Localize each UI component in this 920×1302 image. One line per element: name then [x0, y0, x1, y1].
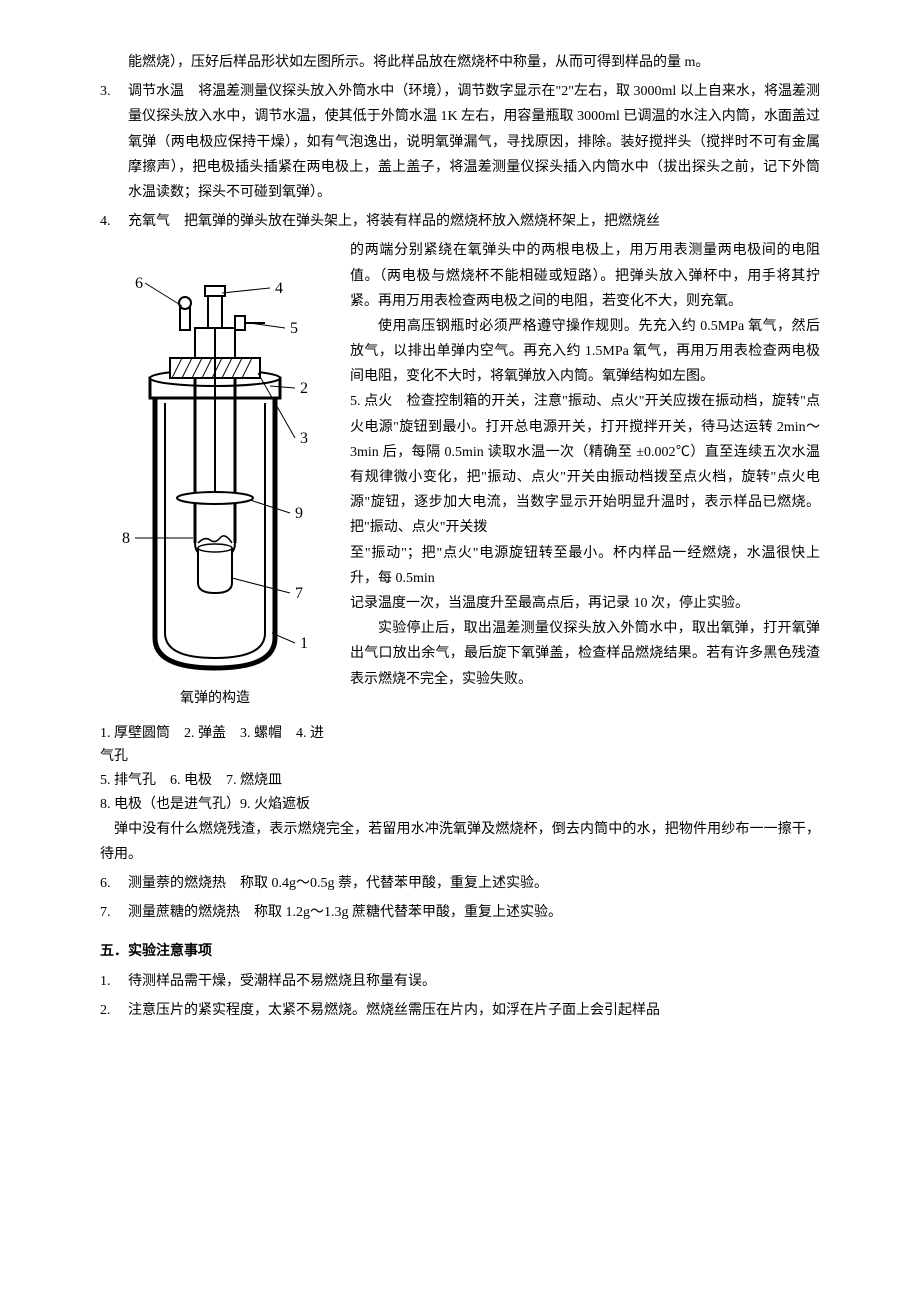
- figure-text-block: 6 4 5 2 3 9 7 1: [100, 238, 820, 816]
- label-4: 4: [275, 280, 283, 297]
- item-body: 调节水温 将温差测量仪探头放入外筒水中（环境），调节数字显示在"2"左右，取 3…: [128, 79, 820, 205]
- label-2: 2: [300, 380, 308, 397]
- paragraph: 弹中没有什么燃烧残渣，表示燃烧完全，若留用水冲洗氧弹及燃烧杯，倒去内筒中的水，把…: [100, 817, 820, 867]
- document-page: 能燃烧），压好后样品形状如左图所示。将此样品放在燃烧杯中称量，从而可得到样品的量…: [50, 0, 870, 1083]
- list-item-6: 6. 测量萘的燃烧热 称取 0.4g～0.5g 萘，代替苯甲酸，重复上述实验。: [100, 871, 820, 896]
- item-number: 1.: [100, 969, 128, 994]
- label-8: 8: [122, 530, 130, 547]
- item-number: 4.: [100, 209, 128, 234]
- legend-line-2: 5. 排气孔 6. 电极 7. 燃烧皿: [100, 769, 330, 793]
- item-number: 3.: [100, 79, 128, 205]
- label-9: 9: [295, 505, 303, 522]
- section-5-title: 五．实验注意事项: [100, 939, 820, 964]
- legend-line-1: 1. 厚壁圆筒 2. 弹盖 3. 螺帽 4. 进气孔: [100, 722, 330, 770]
- item-number: 6.: [100, 871, 128, 896]
- list-item-5-1: 1. 待测样品需干燥，受潮样品不易燃烧且称量有误。: [100, 969, 820, 994]
- item-number: 2.: [100, 998, 128, 1023]
- figure-legend: 1. 厚壁圆筒 2. 弹盖 3. 螺帽 4. 进气孔 5. 排气孔 6. 电极 …: [100, 722, 330, 817]
- item-body: 注意压片的紧实程度，太紧不易燃烧。燃烧丝需压在片内，如浮在片子面上会引起样品: [128, 998, 820, 1023]
- figure-caption: 氧弹的构造: [100, 686, 330, 711]
- list-item-7: 7. 测量蔗糖的燃烧热 称取 1.2g～1.3g 蔗糖代替苯甲酸，重复上述实验。: [100, 900, 820, 925]
- oxygen-bomb-figure: 6 4 5 2 3 9 7 1: [100, 238, 330, 816]
- oxygen-bomb-diagram: 6 4 5 2 3 9 7 1: [100, 238, 330, 678]
- label-5: 5: [290, 320, 298, 337]
- item-body: 测量萘的燃烧热 称取 0.4g～0.5g 萘，代替苯甲酸，重复上述实验。: [128, 871, 820, 896]
- item-body: 测量蔗糖的燃烧热 称取 1.2g～1.3g 蔗糖代替苯甲酸，重复上述实验。: [128, 900, 820, 925]
- item-number: 7.: [100, 900, 128, 925]
- list-item-3: 3. 调节水温 将温差测量仪探头放入外筒水中（环境），调节数字显示在"2"左右，…: [100, 79, 820, 205]
- list-item-4: 4. 充氧气 把氧弹的弹头放在弹头架上，将装有样品的燃烧杯放入燃烧杯架上，把燃烧…: [100, 209, 820, 234]
- label-7: 7: [295, 585, 303, 602]
- list-item-5-2: 2. 注意压片的紧实程度，太紧不易燃烧。燃烧丝需压在片内，如浮在片子面上会引起样…: [100, 998, 820, 1023]
- item-body: 待测样品需干燥，受潮样品不易燃烧且称量有误。: [128, 969, 820, 994]
- label-1: 1: [300, 635, 308, 652]
- legend-line-3: 8. 电极（也是进气孔）9. 火焰遮板: [100, 793, 330, 817]
- label-3: 3: [300, 430, 308, 447]
- label-6: 6: [135, 275, 143, 292]
- item-body: 充氧气 把氧弹的弹头放在弹头架上，将装有样品的燃烧杯放入燃烧杯架上，把燃烧丝: [128, 209, 820, 234]
- paragraph-tail-prev: 能燃烧），压好后样品形状如左图所示。将此样品放在燃烧杯中称量，从而可得到样品的量…: [100, 50, 820, 75]
